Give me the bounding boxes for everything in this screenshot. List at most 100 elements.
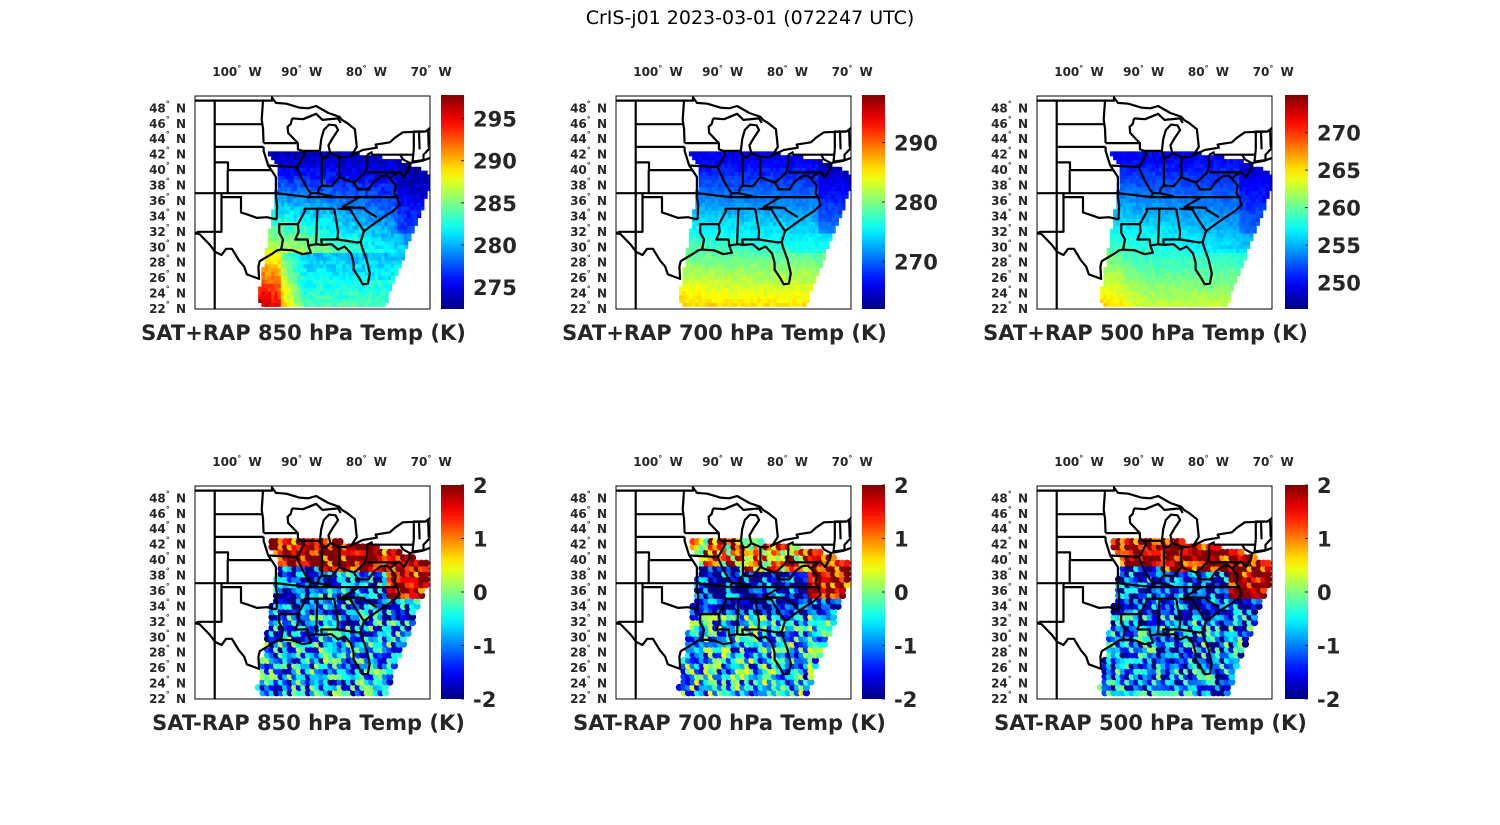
data-cell xyxy=(682,267,687,273)
data-cell xyxy=(306,166,312,172)
data-cell xyxy=(747,301,752,307)
data-cell xyxy=(355,170,360,176)
data-cell xyxy=(1109,298,1115,304)
data-cell xyxy=(773,232,778,238)
data-cell xyxy=(290,205,295,211)
data-cell xyxy=(1190,301,1196,307)
data-cell xyxy=(335,282,341,288)
data-cell xyxy=(760,298,765,304)
data-cell xyxy=(1119,251,1125,257)
data-cell xyxy=(1151,240,1157,246)
data-cell xyxy=(319,189,325,195)
data-cell xyxy=(284,278,289,284)
data-cell xyxy=(1171,290,1176,296)
y-tick-unit: N xyxy=(172,132,186,146)
data-cell xyxy=(371,294,376,300)
data-cell xyxy=(1232,224,1238,230)
data-cell xyxy=(407,228,412,234)
data-cell xyxy=(818,255,823,261)
data-cell xyxy=(811,251,817,257)
data-cell xyxy=(303,240,308,246)
degree-symbol: ° xyxy=(848,64,852,73)
data-cell xyxy=(698,189,704,195)
data-cell xyxy=(724,294,729,300)
data-cell xyxy=(808,286,814,292)
data-cell xyxy=(701,209,707,215)
data-cell xyxy=(1226,267,1231,273)
data-cell xyxy=(1145,201,1150,207)
data-cell xyxy=(339,232,344,238)
data-cell xyxy=(737,178,742,184)
data-cell xyxy=(1122,278,1128,284)
data-cell xyxy=(280,166,286,172)
data-cell xyxy=(1177,197,1183,203)
data-cell xyxy=(309,166,315,172)
data-cell xyxy=(1164,220,1170,226)
data-cell xyxy=(284,274,289,280)
data-cell xyxy=(1242,236,1248,242)
data-cell xyxy=(1207,286,1212,292)
data-cell xyxy=(792,197,797,203)
data-cell xyxy=(692,290,697,296)
data-cell xyxy=(1190,236,1196,242)
data-cell xyxy=(1210,201,1215,207)
y-tick-value: 30 xyxy=(570,240,587,254)
data-cell xyxy=(718,278,723,284)
data-cell xyxy=(1155,286,1160,292)
data-cell xyxy=(705,286,710,292)
data-cell xyxy=(844,178,849,184)
data-cell xyxy=(773,170,778,176)
data-cell xyxy=(779,259,784,265)
data-cell xyxy=(397,263,402,269)
data-cell xyxy=(1245,189,1251,195)
data-cell xyxy=(747,201,752,207)
data-cell xyxy=(287,267,292,273)
data-cell xyxy=(287,166,292,172)
data-cell xyxy=(394,255,399,261)
data-cell xyxy=(280,170,286,176)
data-cell xyxy=(1158,278,1163,284)
data-cell xyxy=(319,255,325,261)
data-cell xyxy=(374,236,380,242)
data-cell xyxy=(274,155,279,161)
data-cell xyxy=(297,286,302,292)
data-cell xyxy=(1174,294,1180,300)
data-cell xyxy=(1190,263,1196,269)
data-cell xyxy=(361,209,367,215)
data-cell xyxy=(1113,278,1118,284)
data-cell xyxy=(1219,205,1225,211)
data-cell xyxy=(721,228,726,234)
data-cell xyxy=(1168,201,1173,207)
data-cell xyxy=(747,178,752,184)
data-cell xyxy=(274,301,279,307)
data-cell xyxy=(365,224,370,230)
data-cell xyxy=(361,197,367,203)
data-cell xyxy=(695,290,700,296)
data-cell xyxy=(1219,247,1225,253)
degree-symbol: ° xyxy=(719,64,723,73)
data-cell xyxy=(329,216,334,222)
data-cell xyxy=(1187,294,1192,300)
data-cell xyxy=(692,224,697,230)
data-cell xyxy=(1164,243,1170,249)
data-cell xyxy=(371,274,376,280)
data-cell xyxy=(1135,189,1141,195)
boundary-line xyxy=(832,147,851,163)
data-cell xyxy=(361,220,367,226)
data-cell xyxy=(811,267,817,273)
data-cell xyxy=(374,186,380,192)
data-cell xyxy=(348,271,354,276)
data-cell xyxy=(1155,301,1160,307)
data-cell xyxy=(769,294,775,300)
data-cell xyxy=(1197,267,1202,273)
data-cell xyxy=(1119,209,1125,215)
data-cell xyxy=(280,159,286,165)
data-cell xyxy=(410,213,415,219)
data-cell xyxy=(795,224,801,230)
data-cell xyxy=(1142,294,1147,300)
data-cell xyxy=(1142,216,1147,222)
data-cell xyxy=(1155,197,1160,203)
data-cell xyxy=(773,186,778,192)
data-cell xyxy=(313,182,318,188)
data-cell xyxy=(309,162,315,168)
